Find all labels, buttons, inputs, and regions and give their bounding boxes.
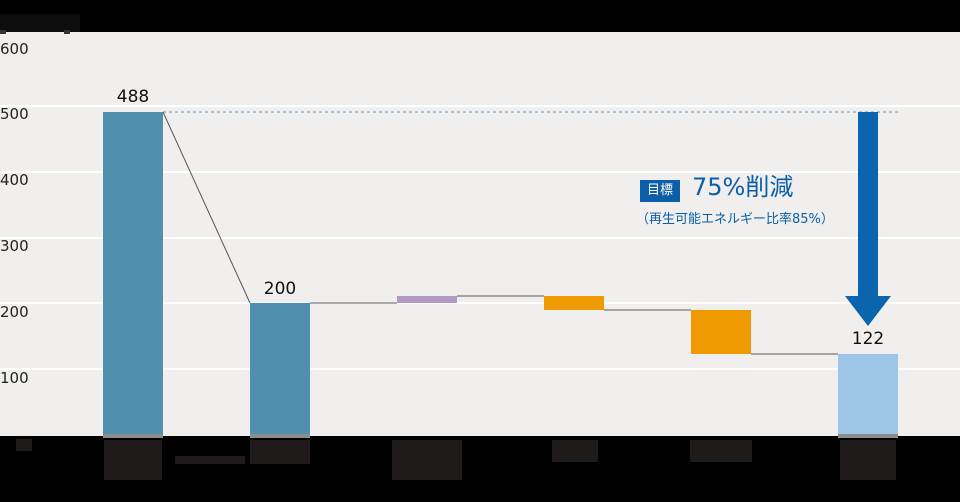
y-tick-400: 400 <box>0 171 29 189</box>
category-label-2 <box>250 440 310 464</box>
unit-tick-right <box>64 30 70 34</box>
value-label-122: 122 <box>851 329 885 349</box>
value-label-488: 488 <box>116 87 150 107</box>
bar-step3-decrease <box>544 296 604 310</box>
bar-base <box>250 434 310 438</box>
y-tick-200: 200 <box>0 303 29 321</box>
category-label-6 <box>840 440 896 480</box>
target-renewable-ratio-text: （再生可能エネルギー比率85%） <box>636 212 834 227</box>
bar-target <box>838 354 898 434</box>
y-tick-500: 500 <box>0 105 29 123</box>
gridline-500 <box>0 105 960 107</box>
bar-base <box>838 434 898 438</box>
bar-step2-increase <box>397 296 457 303</box>
bar-start <box>103 112 163 434</box>
gridline-300 <box>0 237 960 239</box>
bar-step4-decrease <box>691 310 751 354</box>
gridline-200 <box>0 302 960 304</box>
gridline-400 <box>0 171 960 173</box>
category-label-3 <box>392 440 462 480</box>
category-label-5 <box>690 440 752 462</box>
target-badge: 目標 <box>640 180 681 202</box>
y-tick-100: 100 <box>0 369 29 387</box>
y-tick-0 <box>16 439 32 451</box>
y-axis-unit-label <box>0 14 80 32</box>
y-tick-300: 300 <box>0 237 29 255</box>
category-label-1 <box>104 440 162 480</box>
value-label-200: 200 <box>263 279 297 299</box>
y-tick-600: 600 <box>0 40 29 58</box>
bar-base <box>103 434 163 438</box>
category-label-connector <box>175 456 245 464</box>
category-label-4 <box>552 440 598 462</box>
target-reduction-text: 75%削減 <box>692 173 794 201</box>
unit-tick-left <box>0 30 6 34</box>
gridline-100 <box>0 368 960 370</box>
bar-step1 <box>250 303 310 434</box>
